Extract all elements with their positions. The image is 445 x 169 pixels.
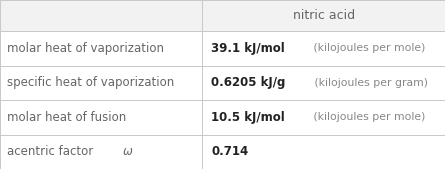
Text: 0.6205 kJ/g: 0.6205 kJ/g	[211, 76, 286, 89]
Text: molar heat of vaporization: molar heat of vaporization	[7, 42, 164, 55]
Text: 39.1 kJ/mol: 39.1 kJ/mol	[211, 42, 285, 55]
Text: 0.714: 0.714	[211, 145, 249, 158]
Text: specific heat of vaporization: specific heat of vaporization	[7, 76, 174, 89]
Bar	[0, 0, 445, 31]
Text: ω: ω	[123, 145, 133, 158]
Text: (kilojoules per gram): (kilojoules per gram)	[311, 78, 428, 88]
Text: acentric factor: acentric factor	[7, 145, 97, 158]
Text: (kilojoules per mole): (kilojoules per mole)	[310, 112, 425, 122]
Text: nitric acid: nitric acid	[293, 9, 355, 22]
Text: molar heat of fusion: molar heat of fusion	[7, 111, 126, 124]
Text: 10.5 kJ/mol: 10.5 kJ/mol	[211, 111, 285, 124]
Text: (kilojoules per mole): (kilojoules per mole)	[310, 43, 425, 53]
